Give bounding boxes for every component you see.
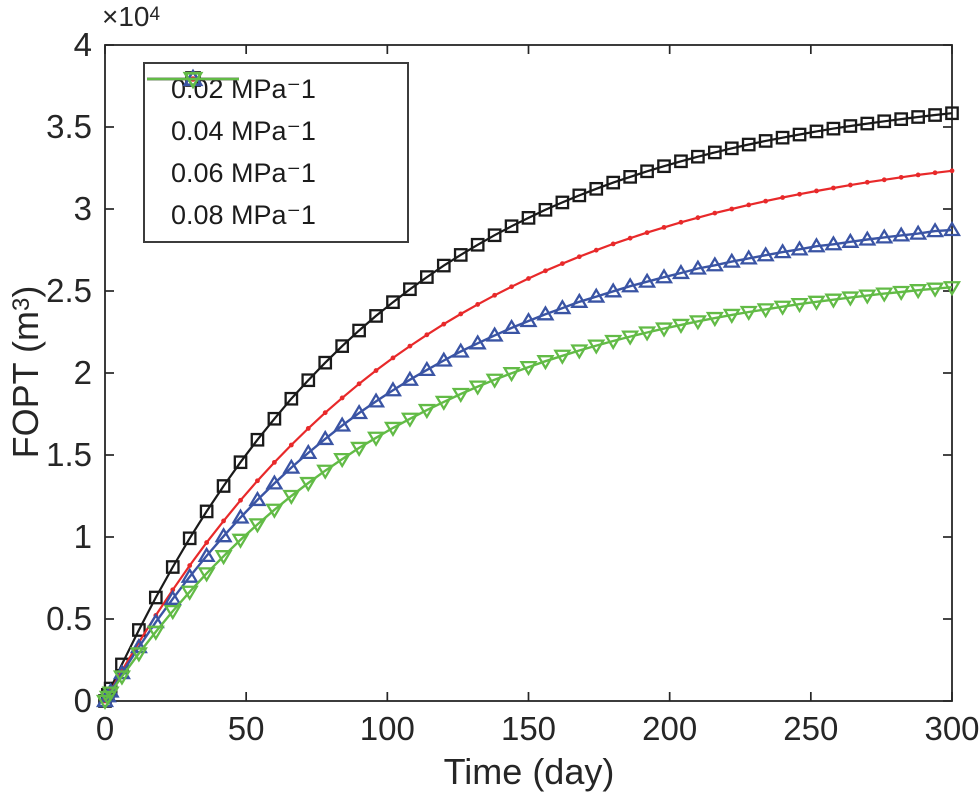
legend-line-triangle-down-icon	[147, 71, 239, 90]
legend-label-004: 0.04 MPa⁻1	[171, 116, 316, 146]
y-label-superscript: 3	[8, 297, 35, 312]
svg-text:300: 300	[924, 710, 979, 747]
svg-text:50: 50	[228, 710, 265, 747]
svg-text:150: 150	[501, 710, 556, 747]
svg-text:250: 250	[783, 710, 838, 747]
legend-row-004: 0.04 MPa⁻1	[147, 76, 407, 153]
y-axis-label: FOPT (m3)	[5, 286, 47, 459]
legend-label-006: 0.06 MPa⁻1	[171, 158, 316, 188]
svg-text:1.5: 1.5	[46, 436, 92, 473]
legend-row-006: 0.06 MPa⁻1	[147, 68, 407, 195]
svg-text:0: 0	[96, 710, 114, 747]
series-2-line	[95, 220, 962, 708]
legend: 0.02 MPa⁻1 0.04 MPa⁻1 0.06 MPa⁻1 0.08 MP…	[143, 62, 409, 243]
y-label-text: FOPT (m	[5, 311, 46, 459]
series-0-line	[98, 106, 959, 708]
x-axis-label: Time (day)	[443, 751, 615, 792]
legend-label-008: 0.08 MPa⁻1	[171, 200, 316, 230]
svg-text:2.5: 2.5	[46, 272, 92, 309]
svg-text:0.5: 0.5	[46, 600, 92, 637]
svg-text:2: 2	[74, 354, 92, 391]
svg-text:4: 4	[74, 26, 92, 63]
y-axis-offset-label: ×104	[102, 1, 160, 33]
offset-exponent: 4	[149, 4, 161, 25]
legend-row-008: 0.08 MPa⁻1	[147, 71, 407, 237]
svg-text:3: 3	[74, 190, 92, 227]
y-label-close-paren: )	[5, 285, 46, 298]
offset-mantissa: ×10	[102, 1, 150, 32]
svg-text:0: 0	[74, 682, 92, 719]
svg-text:100: 100	[360, 710, 415, 747]
series-3-line	[95, 281, 962, 711]
svg-text:1: 1	[74, 518, 92, 555]
svg-text:3.5: 3.5	[46, 108, 92, 145]
svg-text:200: 200	[642, 710, 697, 747]
